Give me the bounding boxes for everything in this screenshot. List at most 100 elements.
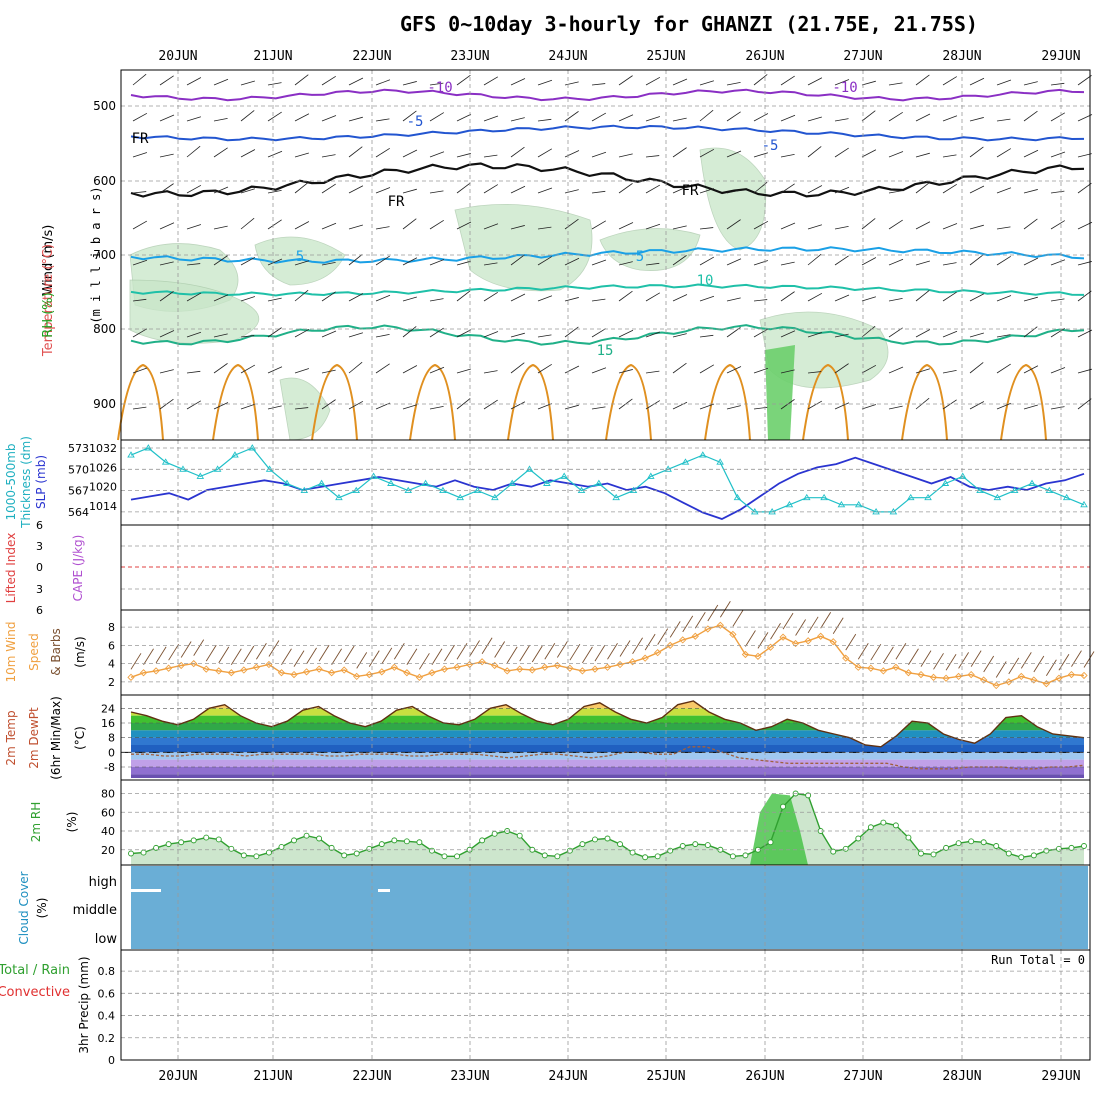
contour-minus5	[130, 124, 1085, 142]
wind-barb	[834, 147, 849, 158]
wind-barb	[591, 112, 607, 122]
wind-barb	[780, 330, 796, 338]
wind-barb	[888, 82, 903, 86]
ylabel-2m-dewpt: 2m DewPt	[27, 707, 41, 769]
wind-barb	[834, 225, 849, 230]
wind-barb-10m	[469, 640, 480, 657]
wind-speed-point	[1080, 671, 1088, 680]
wind-barb	[780, 114, 796, 122]
rh-point	[491, 830, 498, 837]
rh-point	[780, 803, 787, 810]
wind-barb	[672, 255, 687, 266]
wind-barb	[699, 188, 715, 194]
ylabel-2m-rh: 2m RH	[29, 802, 43, 843]
temp-band	[131, 759, 1084, 767]
wind-barb	[321, 154, 336, 158]
wind-barb	[861, 364, 877, 374]
rh-point	[1043, 847, 1050, 854]
ylabel-total-rain: Total / Rain	[0, 963, 70, 978]
wind-barb-10m	[757, 632, 769, 649]
wind-barb	[996, 226, 1011, 230]
upper-ytick: 800	[93, 322, 116, 336]
wind-barb	[564, 257, 580, 266]
thickness-point	[265, 465, 274, 472]
ylabel-cloud-unit: (%)	[35, 898, 49, 919]
rh-point	[604, 835, 611, 842]
wind-speed-point	[541, 663, 549, 671]
wind-barb	[213, 147, 228, 158]
wind-barb	[213, 333, 228, 338]
rh-point	[667, 847, 674, 854]
wind-speed-point	[679, 636, 687, 644]
wind-barb	[726, 366, 742, 374]
rh-point	[366, 845, 373, 852]
wind-barb	[294, 368, 310, 374]
wind-barb	[942, 223, 958, 230]
wind-barb	[510, 293, 526, 302]
wind-speed-point	[365, 670, 373, 679]
wind-barb	[726, 405, 741, 410]
rh-point	[1030, 852, 1037, 859]
wind-speed-point	[553, 661, 561, 670]
thickness-point	[768, 508, 776, 515]
thickness-point	[802, 493, 811, 501]
wind-barb	[132, 152, 148, 158]
wind-ytick: 6	[108, 639, 115, 652]
date-label-bottom: 23JUN	[450, 1069, 489, 1084]
temp-ytick: 0	[108, 746, 115, 759]
wind-barb	[672, 362, 687, 374]
wind-speed-point	[415, 673, 424, 681]
wind-barb	[618, 183, 633, 194]
wind-barb	[429, 112, 444, 122]
wind-barb	[132, 367, 148, 374]
wind-speed-point	[954, 672, 963, 681]
wind-barb	[537, 334, 552, 338]
wind-barb	[483, 115, 499, 122]
date-label-top: 26JUN	[745, 49, 784, 64]
wind-barb	[510, 117, 525, 122]
thickness-point	[127, 451, 135, 458]
thickness-point	[213, 465, 222, 472]
contour-minus10	[130, 88, 1085, 102]
wind-barb	[429, 219, 444, 230]
wind-barb-10m	[544, 643, 556, 660]
wind-barb	[915, 368, 931, 374]
cape-ytick: 6	[36, 519, 43, 532]
wind-barb	[996, 187, 1012, 194]
wind-barb-10m	[1045, 659, 1057, 676]
wind-barb-10m	[1083, 651, 1095, 668]
dewpoint-line	[131, 746, 1085, 770]
thickness-point	[906, 493, 915, 501]
wind-barb	[888, 405, 903, 410]
rh-point	[592, 836, 598, 843]
wind-barb	[1023, 404, 1038, 410]
wind-barb	[537, 226, 552, 230]
thickness-point	[283, 479, 291, 486]
wind-barb	[159, 183, 174, 194]
wind-barb	[213, 255, 228, 266]
wind-barb-10m	[481, 637, 493, 655]
wind-barb	[645, 370, 660, 374]
wind-barb	[591, 298, 606, 302]
thickness-point	[456, 493, 465, 501]
wind-barb	[564, 404, 579, 410]
wind-barb	[861, 80, 876, 86]
wind-barb	[402, 81, 417, 86]
temp-band	[131, 737, 1084, 745]
wind-barb	[510, 362, 525, 374]
temp-band	[131, 745, 1084, 753]
wind-barb	[483, 184, 498, 194]
thickness-point	[231, 451, 239, 458]
wind-barb	[672, 401, 688, 410]
wind-barb	[213, 186, 229, 194]
wind-barb	[1050, 298, 1065, 302]
wind-barb-10m	[682, 615, 694, 633]
wind-barb	[186, 400, 202, 410]
wind-barb	[780, 261, 795, 266]
wind-barb-10m	[180, 641, 192, 658]
wind-barb	[1050, 367, 1066, 374]
cloud-fill	[131, 866, 1088, 949]
wind-barb	[726, 81, 741, 86]
thickness-point	[820, 493, 828, 501]
wind-barb	[483, 399, 498, 410]
